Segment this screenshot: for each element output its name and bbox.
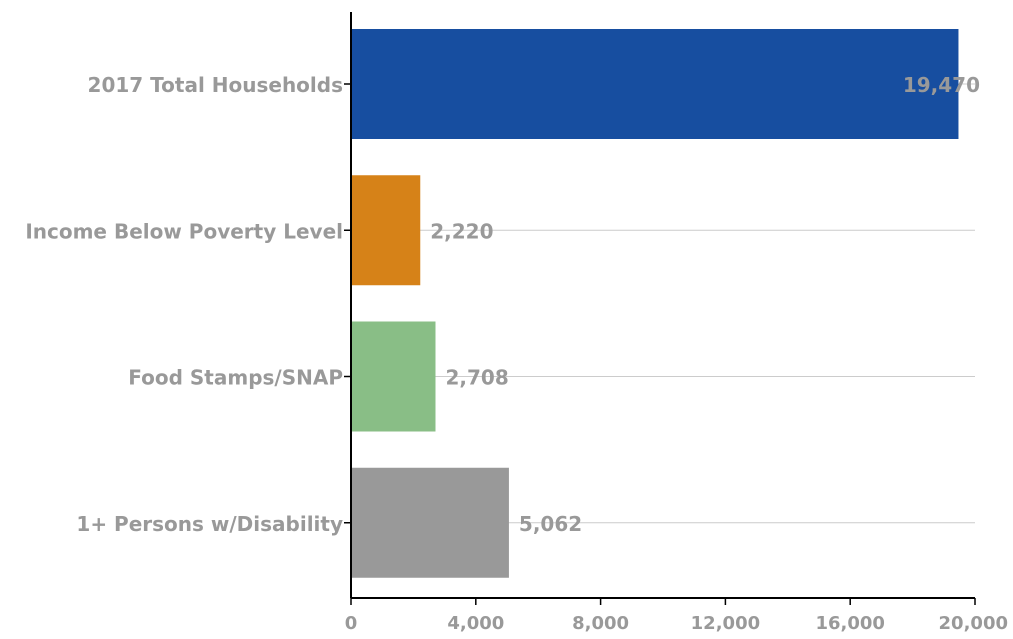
bar-value-label: 5,062 xyxy=(519,512,582,536)
bar xyxy=(351,175,421,286)
bar-value-label: 19,470 xyxy=(903,73,980,97)
bars xyxy=(351,29,959,578)
bar xyxy=(351,29,959,139)
x-tick-label: 16,000 xyxy=(815,613,884,634)
bar xyxy=(351,321,436,432)
category-label: 1+ Persons w/Disability xyxy=(76,512,343,536)
bar-value-label: 2,708 xyxy=(445,366,508,390)
axes xyxy=(344,12,976,605)
labels: 19,470 2017 Total Households 2,220 Income B… xyxy=(25,73,1008,634)
category-label: Food Stamps/SNAP xyxy=(128,366,343,390)
x-tick-label: 0 xyxy=(345,613,358,634)
x-tick-label: 4,000 xyxy=(447,613,504,634)
x-tick-label: 8,000 xyxy=(572,613,629,634)
bar xyxy=(351,467,509,578)
x-tick-label: 20,000 xyxy=(939,613,1008,634)
category-label: 2017 Total Households xyxy=(88,73,343,97)
category-label: Income Below Poverty Level xyxy=(25,219,343,243)
gridlines xyxy=(351,83,975,524)
x-tick-label: 12,000 xyxy=(691,613,760,634)
bar-value-label: 2,220 xyxy=(430,219,493,243)
